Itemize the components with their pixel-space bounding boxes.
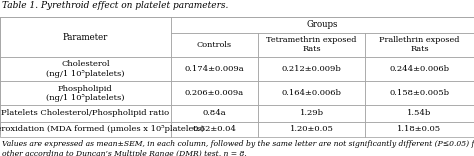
Text: Lipid Peroxidation (MDA formed (μmoles x 10⁵platelets): Lipid Peroxidation (MDA formed (μmoles x… [0,125,204,134]
Text: Groups: Groups [307,20,338,29]
Text: 1.29b: 1.29b [300,110,324,117]
Bar [258,33,365,57]
Bar [365,33,474,57]
Text: Platelets Cholesterol/Phospholipid ratio: Platelets Cholesterol/Phospholipid ratio [1,110,169,117]
Bar [258,57,365,81]
Bar [365,57,474,81]
Bar [171,105,258,122]
Text: 0.84a: 0.84a [203,110,226,117]
Bar [0,17,171,57]
Text: 0.174±0.009a: 0.174±0.009a [185,65,244,73]
Text: 0.244±0.006b: 0.244±0.006b [390,65,449,73]
Text: 1.54b: 1.54b [407,110,432,117]
Text: Table 1. Pyrethroid effect on platelet parameters.: Table 1. Pyrethroid effect on platelet p… [2,1,229,10]
Bar [0,57,171,81]
Text: Parameter: Parameter [63,33,108,41]
Bar [258,122,365,137]
Text: 0.62±0.04: 0.62±0.04 [192,125,237,134]
Text: 1.18±0.05: 1.18±0.05 [397,125,442,134]
Text: 0.158±0.005b: 0.158±0.005b [390,89,449,97]
Bar [258,105,365,122]
Text: 0.212±0.009b: 0.212±0.009b [282,65,342,73]
Text: Prallethrin exposed
Rats: Prallethrin exposed Rats [379,36,460,54]
Bar [0,122,171,137]
Bar [0,17,474,134]
Text: 0.206±0.009a: 0.206±0.009a [185,89,244,97]
Bar [171,57,258,81]
Bar [171,17,474,33]
Bar [258,81,365,105]
Text: Controls: Controls [197,41,232,49]
Text: Values are expressed as mean±SEM, in each column, followed by the same letter ar: Values are expressed as mean±SEM, in eac… [2,140,474,156]
Bar [0,81,171,105]
Bar [365,105,474,122]
Bar [365,81,474,105]
Text: Cholesterol
(ng/1 10⁵platelets): Cholesterol (ng/1 10⁵platelets) [46,60,125,78]
Bar [365,122,474,137]
Text: 1.20±0.05: 1.20±0.05 [290,125,334,134]
Bar [171,81,258,105]
Bar [171,33,258,57]
Bar [171,122,258,137]
Text: 0.164±0.006b: 0.164±0.006b [282,89,342,97]
Text: Phospholipid
(ng/1 10⁵platelets): Phospholipid (ng/1 10⁵platelets) [46,85,125,102]
Bar [0,105,171,122]
Text: Tetramethrin exposed
Rats: Tetramethrin exposed Rats [266,36,357,54]
